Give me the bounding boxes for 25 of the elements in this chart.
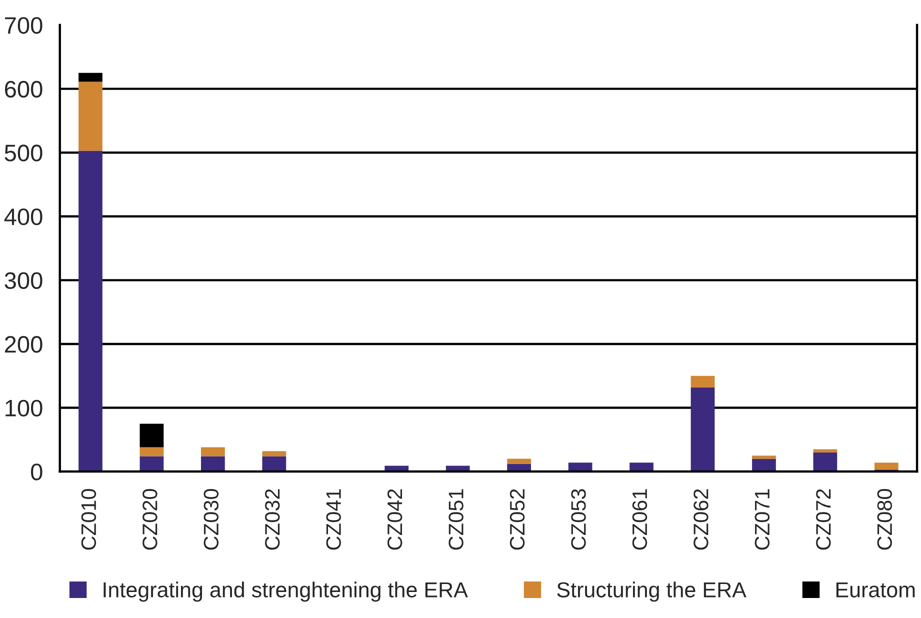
x-tick-label: CZ061 (632, 489, 648, 550)
legend-label: Structuring the ERA (557, 582, 746, 602)
y-tick-label: 200 (4, 336, 42, 353)
x-tick-label: CZ051 (448, 489, 464, 550)
x-tick-label: CZ030 (204, 489, 219, 550)
x-tick-label: CZ053 (571, 489, 586, 550)
y-tick-label: 700 (5, 17, 42, 34)
x-tick-label: CZ032 (265, 489, 280, 550)
x-tick-label: CZ062 (694, 489, 708, 550)
x-tick-label: CZ041 (326, 489, 341, 550)
y-tick-label: 100 (6, 400, 42, 417)
x-tick-label: CZ072 (816, 489, 831, 550)
x-tick-label: CZ042 (387, 489, 402, 550)
legend-label: Integrating and strenghtening the ERA (104, 582, 468, 602)
y-tick-label: 600 (5, 80, 42, 98)
y-tick-label: 500 (4, 144, 42, 162)
x-tick-label: CZ010 (81, 489, 96, 550)
y-tick-label: 0 (30, 464, 42, 480)
legend-label: Euratom (836, 582, 915, 598)
x-tick-label: CZ020 (142, 489, 158, 550)
y-tick-label: 300 (4, 272, 42, 289)
x-tick-label: CZ080 (877, 489, 892, 550)
y-tick-label: 400 (4, 208, 42, 226)
x-tick-label: CZ052 (510, 489, 525, 550)
x-tick-label: CZ071 (754, 489, 770, 550)
